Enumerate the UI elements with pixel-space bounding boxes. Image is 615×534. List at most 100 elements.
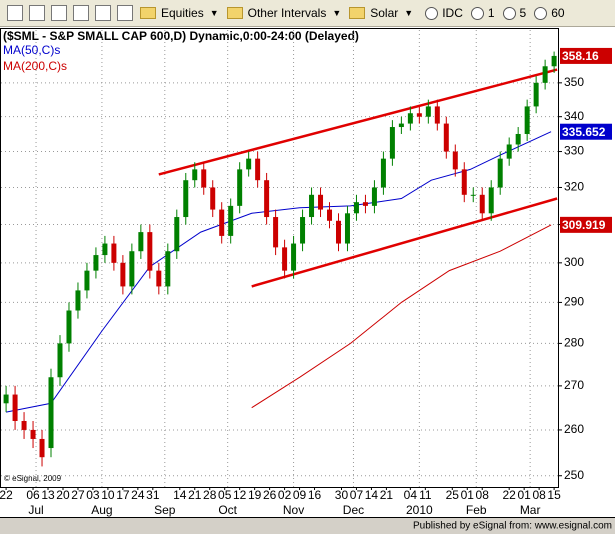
candle-body xyxy=(282,247,288,271)
x-tick-label: 24 xyxy=(131,488,145,502)
candle-body xyxy=(416,113,422,117)
icon[interactable] xyxy=(51,5,67,21)
trendline xyxy=(158,68,558,176)
y-tick-label: 320 xyxy=(564,180,584,194)
dropdown[interactable]: Equities ▼ xyxy=(140,6,219,20)
candle-body xyxy=(380,158,386,188)
candle-body xyxy=(111,243,117,263)
candle-body xyxy=(318,194,324,210)
candle-body xyxy=(93,255,99,271)
x-tick-label: 30 xyxy=(335,488,349,502)
icon[interactable] xyxy=(73,5,89,21)
candle-body xyxy=(335,220,341,244)
value-box xyxy=(560,216,612,233)
month-label: Mar xyxy=(520,503,541,517)
candle-body xyxy=(327,209,333,221)
copyright: © eSignal, 2009 xyxy=(4,474,62,483)
x-tick-label: 22 xyxy=(503,488,517,502)
value-box-label: 309.919 xyxy=(562,218,606,232)
x-tick-label: 13 xyxy=(41,488,55,502)
candle-body xyxy=(389,127,395,159)
x-tick-label: 05 xyxy=(218,488,232,502)
candle-body xyxy=(273,217,279,248)
x-tick-label: 15 xyxy=(547,488,561,502)
icon[interactable] xyxy=(29,5,45,21)
candle-body xyxy=(84,270,90,291)
icon[interactable] xyxy=(117,5,133,21)
y-tick-label: 340 xyxy=(564,109,584,123)
y-tick-label: 350 xyxy=(564,75,584,89)
x-tick-label: 25 xyxy=(446,488,460,502)
candle-body xyxy=(255,158,261,181)
interval-button[interactable]: 60 xyxy=(551,6,565,20)
value-box xyxy=(560,47,612,64)
month-label: Jul xyxy=(28,503,43,517)
candle-body xyxy=(309,194,315,218)
x-tick-label: 10 xyxy=(101,488,115,502)
x-tick-label: 28 xyxy=(203,488,217,502)
x-tick-label: 03 xyxy=(86,488,100,502)
y-tick-label: 280 xyxy=(564,336,584,350)
candle-body xyxy=(264,180,270,218)
publisher: Published by eSignal from: www.esignal.c… xyxy=(413,521,612,532)
interval-button[interactable]: 1 xyxy=(487,6,495,20)
candle-body xyxy=(533,82,539,107)
x-tick-label: 01 xyxy=(461,488,475,502)
y-tick-label: 330 xyxy=(564,144,584,158)
dropdown[interactable]: Other Intervals ▼ xyxy=(226,6,341,20)
month-label: 2010 xyxy=(406,503,433,517)
interval-button[interactable]: 5 xyxy=(519,6,527,20)
legend-entry: MA(200,C)s xyxy=(3,59,67,73)
candle-body xyxy=(506,144,512,159)
candle-body xyxy=(219,209,225,236)
candle-body xyxy=(21,420,27,430)
candle-body xyxy=(371,187,377,206)
dropdown[interactable]: Solar ▼ xyxy=(349,6,413,20)
month-label: Dec xyxy=(343,503,364,517)
month-label: Oct xyxy=(218,503,237,517)
candle-body xyxy=(210,187,216,210)
x-tick-label: 31 xyxy=(146,488,160,502)
candle-body xyxy=(362,202,368,206)
candle-body xyxy=(479,194,485,214)
candle-body xyxy=(398,123,404,128)
candle-body xyxy=(75,290,81,311)
candle-body xyxy=(344,213,350,244)
x-tick-label: 26 xyxy=(263,488,277,502)
interval-button[interactable]: IDC xyxy=(442,6,463,20)
x-tick-label: 14 xyxy=(173,488,187,502)
legend-entry: MA(50,C)s xyxy=(3,43,60,57)
x-tick-label: 08 xyxy=(532,488,546,502)
value-box-label: 358.16 xyxy=(562,49,599,63)
candle-body xyxy=(48,377,54,449)
x-tick-label: 02 xyxy=(278,488,292,502)
month-label: Nov xyxy=(283,503,304,517)
dropdown-label: Other Intervals xyxy=(247,6,327,20)
x-tick-label: 09 xyxy=(293,488,307,502)
x-tick-label: 21 xyxy=(188,488,202,502)
status-bar xyxy=(0,518,615,534)
candle-body xyxy=(488,187,494,214)
y-tick-label: 250 xyxy=(564,468,584,482)
x-tick-label: 01 xyxy=(517,488,531,502)
candle-body xyxy=(353,202,359,214)
candle-body xyxy=(165,251,171,287)
candle-body xyxy=(12,394,18,421)
month-label: Sep xyxy=(154,503,176,517)
candle-body xyxy=(201,169,207,188)
x-tick-label: 20 xyxy=(56,488,70,502)
x-tick-label: 12 xyxy=(233,488,247,502)
candle-body xyxy=(129,251,135,287)
candle-body xyxy=(300,217,306,244)
icon[interactable] xyxy=(95,5,111,21)
x-tick-label: 11 xyxy=(419,488,432,502)
candle-body xyxy=(434,106,440,124)
toolbar: Equities ▼ Other Intervals ▼ Solar ▼ IDC 1 … xyxy=(0,0,615,27)
dropdown-label: Solar xyxy=(370,6,399,20)
x-tick-label: 21 xyxy=(380,488,394,502)
icon[interactable] xyxy=(7,5,23,21)
candle-body xyxy=(443,123,449,152)
x-tick-label: 16 xyxy=(308,488,322,502)
candle-body xyxy=(102,243,108,256)
